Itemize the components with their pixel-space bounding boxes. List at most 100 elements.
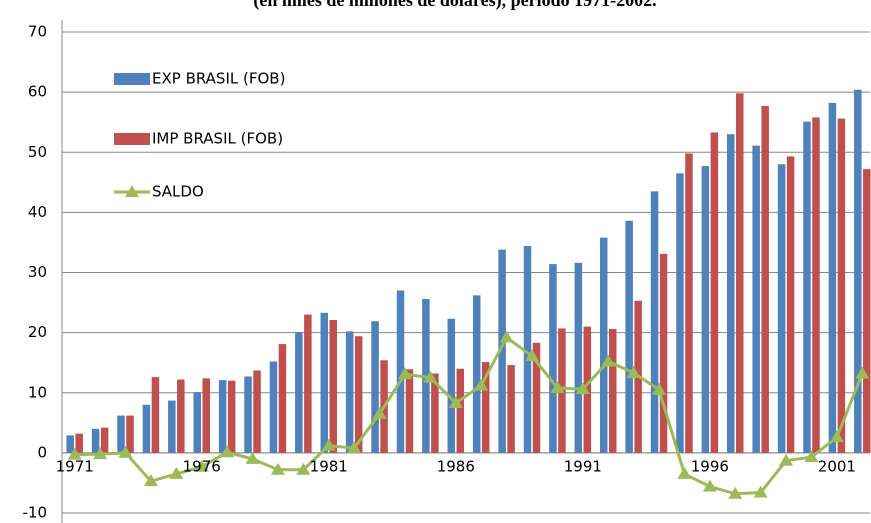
y-tick-label: 20 <box>28 323 47 341</box>
bar <box>659 253 668 453</box>
chart-title: (en miles de millones de dólares), perío… <box>253 0 656 11</box>
y-tick-label: 40 <box>28 203 47 221</box>
bar <box>396 290 405 453</box>
bar <box>431 373 439 453</box>
marker <box>652 382 667 395</box>
marker <box>93 447 108 460</box>
bar <box>202 378 210 453</box>
x-tick-label: 1996 <box>691 458 729 476</box>
bar <box>117 415 125 453</box>
x-tick-label: 2001 <box>818 458 856 476</box>
bar <box>66 435 74 453</box>
x-tick-label: 1981 <box>310 458 348 476</box>
marker <box>474 378 489 391</box>
marker <box>321 438 336 451</box>
bar <box>320 312 329 453</box>
bar <box>685 153 693 453</box>
marker <box>677 466 692 479</box>
bar <box>583 326 592 453</box>
marker <box>499 330 514 343</box>
marker <box>575 382 590 395</box>
bar <box>253 370 261 453</box>
bar <box>498 249 506 453</box>
marker <box>753 485 768 498</box>
marker <box>448 395 463 408</box>
x-tick-label: 1971 <box>56 458 94 476</box>
bar <box>218 380 227 453</box>
y-tick-label: 10 <box>28 383 47 401</box>
marker <box>855 366 870 379</box>
bar <box>812 117 820 453</box>
bar <box>507 365 515 453</box>
marker <box>296 462 311 475</box>
bar <box>676 173 684 453</box>
marker <box>397 367 412 380</box>
legend-swatch <box>125 185 139 197</box>
bar <box>193 392 201 453</box>
line <box>74 335 864 496</box>
bar <box>456 368 465 453</box>
bar <box>608 329 617 453</box>
bar <box>371 321 379 453</box>
marker <box>550 380 565 393</box>
bar <box>405 369 414 453</box>
y-tick-label: 0 <box>37 443 47 461</box>
y-tick-label: 70 <box>28 23 47 41</box>
marker <box>347 441 362 454</box>
bar <box>278 344 287 453</box>
bar <box>574 262 583 453</box>
marker <box>525 349 540 362</box>
marker <box>728 486 743 499</box>
bar <box>329 319 338 453</box>
bar <box>701 166 710 453</box>
x-tick-label: 1976 <box>183 458 221 476</box>
bar <box>177 379 185 453</box>
bar <box>549 264 557 453</box>
bar <box>168 400 176 453</box>
bar <box>625 220 633 453</box>
bar <box>837 118 846 453</box>
bar <box>304 314 312 453</box>
bar <box>828 102 837 453</box>
y-tick-label: 30 <box>28 263 47 281</box>
bar <box>710 132 719 453</box>
bar <box>599 237 608 453</box>
marker <box>270 462 285 475</box>
x-tick-label: 1986 <box>437 458 475 476</box>
bar <box>854 89 862 453</box>
bar <box>761 105 769 453</box>
bar <box>472 295 481 453</box>
marker <box>626 365 641 378</box>
legend-swatch <box>114 73 150 85</box>
marker <box>423 370 438 383</box>
bar <box>650 191 659 453</box>
legend-swatch <box>114 133 150 145</box>
bar <box>786 156 795 453</box>
bar <box>345 331 354 453</box>
marker <box>829 430 844 443</box>
legend-label: EXP BRASIL (FOB) <box>152 70 285 88</box>
bar <box>354 336 363 453</box>
bar <box>481 362 490 453</box>
x-tick-label: 1991 <box>564 458 602 476</box>
y-tick-label: 60 <box>28 83 47 101</box>
marker <box>779 453 794 466</box>
legend-label: IMP BRASIL (FOB) <box>152 130 283 148</box>
marker <box>601 354 616 367</box>
marker <box>118 445 133 458</box>
bar <box>863 169 871 453</box>
bar <box>244 376 252 453</box>
bar <box>100 427 109 453</box>
bar <box>227 380 236 453</box>
marker <box>702 479 717 492</box>
y-tick-label: 50 <box>28 143 47 161</box>
marker <box>804 450 819 463</box>
bar <box>142 404 151 453</box>
bar <box>447 318 456 453</box>
marker <box>169 466 184 479</box>
bar <box>91 428 100 453</box>
marker <box>67 447 82 460</box>
bar <box>532 342 541 453</box>
bar <box>777 164 786 453</box>
